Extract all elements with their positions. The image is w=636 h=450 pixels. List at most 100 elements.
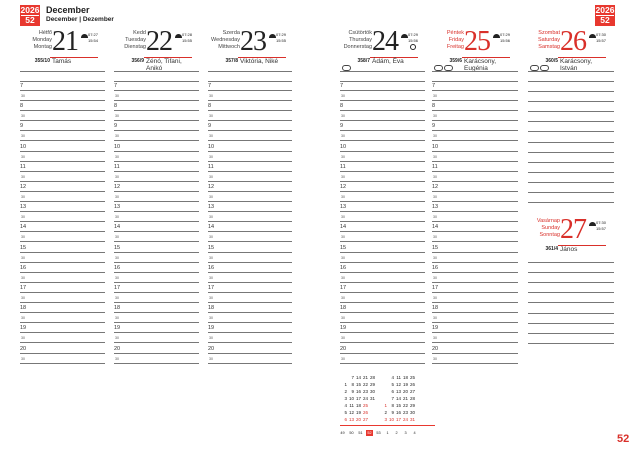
week-link[interactable]: 52 <box>366 430 373 436</box>
writing-line <box>20 150 105 152</box>
writing-line <box>528 292 614 294</box>
day-count: 355/10 <box>34 58 50 64</box>
sunset-time: 15:54 <box>87 38 98 43</box>
week-link[interactable]: 49 <box>340 431 345 435</box>
writing-line <box>208 332 292 334</box>
hour-label: 11 <box>340 163 346 170</box>
sun-times: 07:29 15:56 <box>408 32 418 44</box>
hour-label: 13 <box>340 204 347 211</box>
writing-line <box>208 281 292 283</box>
writing-line <box>432 110 518 112</box>
half-hour-label: 30 <box>209 255 213 260</box>
week-link[interactable]: 2 <box>395 431 398 435</box>
hour-label: 18 <box>340 305 347 312</box>
writing-line <box>340 241 425 243</box>
sunrise-time: 07:30 <box>595 220 606 225</box>
sun-times: 07:29 15:56 <box>500 32 510 44</box>
calendar-day: 14 <box>355 375 361 380</box>
week-link[interactable]: 50 <box>349 431 354 435</box>
sunrise-time: 07:29 <box>275 32 286 37</box>
week-link[interactable]: 3 <box>404 431 407 435</box>
half-hour-label: 30 <box>209 215 213 220</box>
hour-label: 19 <box>432 325 439 332</box>
hour-label: 11 <box>432 163 438 170</box>
writing-line <box>528 262 614 263</box>
hour-label: 13 <box>208 204 215 211</box>
writing-line <box>340 271 425 273</box>
week-link[interactable]: 53 <box>376 431 381 435</box>
calendar-day: 18 <box>355 403 361 408</box>
sunset-time: 15:56 <box>407 38 418 43</box>
writing-line <box>20 332 105 334</box>
half-hour-label: 30 <box>341 255 345 260</box>
writing-line <box>208 251 292 253</box>
writing-line <box>340 160 425 162</box>
writing-line <box>528 131 614 133</box>
writing-line <box>114 231 199 233</box>
calendar-day: 22 <box>362 382 368 387</box>
hour-label: 20 <box>20 345 27 352</box>
half-hour-label: 30 <box>115 134 119 139</box>
hour-label: 8 <box>432 103 436 110</box>
calendar-day: 27 <box>362 417 368 422</box>
name-day: János <box>560 246 578 253</box>
writing-line <box>114 312 199 314</box>
sun-times: 07:30 15:57 <box>596 32 606 44</box>
hour-label: 7 <box>20 83 24 89</box>
writing-line <box>114 302 199 303</box>
writing-line <box>208 150 292 152</box>
writing-line <box>114 100 199 101</box>
calendar-day: 17 <box>395 417 401 422</box>
calendar-day: 6 <box>391 389 394 394</box>
writing-line <box>432 281 518 283</box>
writing-line <box>340 170 425 172</box>
half-hour-label: 30 <box>341 174 345 179</box>
writing-line <box>340 251 425 253</box>
calendar-day: 28 <box>369 375 375 380</box>
hour-label: 17 <box>208 285 215 291</box>
calendar-row: 5 12 19 26 <box>340 409 375 416</box>
moon-phase-icon <box>444 65 453 71</box>
writing-line <box>114 362 199 364</box>
sunset-time: 15:56 <box>499 38 510 43</box>
writing-line <box>208 271 292 273</box>
sunrise-icon <box>401 34 408 38</box>
calendar-day: 30 <box>409 410 415 415</box>
calendar-row: 1 8 15 22 29 <box>380 402 415 409</box>
divider <box>238 57 286 58</box>
sunrise-time: 07:29 <box>407 32 418 37</box>
half-hour-label: 30 <box>209 356 213 361</box>
calendar-day: 3 <box>344 396 347 401</box>
half-hour-label: 30 <box>115 316 119 321</box>
hour-label: 13 <box>20 204 27 211</box>
week-link[interactable]: 51 <box>358 431 363 435</box>
writing-line <box>208 241 292 243</box>
writing-line <box>432 251 518 253</box>
divider <box>558 57 606 58</box>
calendar-day: 16 <box>355 389 361 394</box>
hour-label: 12 <box>340 184 347 190</box>
half-hour-label: 30 <box>21 174 25 179</box>
day-number: 26 <box>560 26 587 57</box>
day-count: 358/7 <box>357 58 370 64</box>
day-names: Kedd Tuesday Dienstag <box>124 30 146 51</box>
week-link[interactable]: 4 <box>413 431 416 435</box>
writing-line <box>208 312 292 314</box>
half-hour-label: 30 <box>115 235 119 240</box>
writing-line <box>432 362 518 364</box>
day-names: Szombat Saturday Samstag <box>538 30 560 51</box>
hour-label: 8 <box>208 103 212 110</box>
week-link[interactable]: 1 <box>386 431 389 435</box>
writing-line <box>528 192 614 193</box>
week-number: 52 <box>25 15 35 25</box>
writing-line <box>528 91 614 92</box>
half-hour-label: 30 <box>341 316 345 321</box>
writing-line <box>340 211 425 213</box>
writing-line <box>208 110 292 112</box>
day-name: Sunday <box>541 225 560 231</box>
divider <box>144 57 192 58</box>
calendar-day: 9 <box>391 410 394 415</box>
calendar-day: 19 <box>355 410 361 415</box>
calendar-day: 25 <box>409 375 415 380</box>
calendar-day: 28 <box>409 396 415 401</box>
